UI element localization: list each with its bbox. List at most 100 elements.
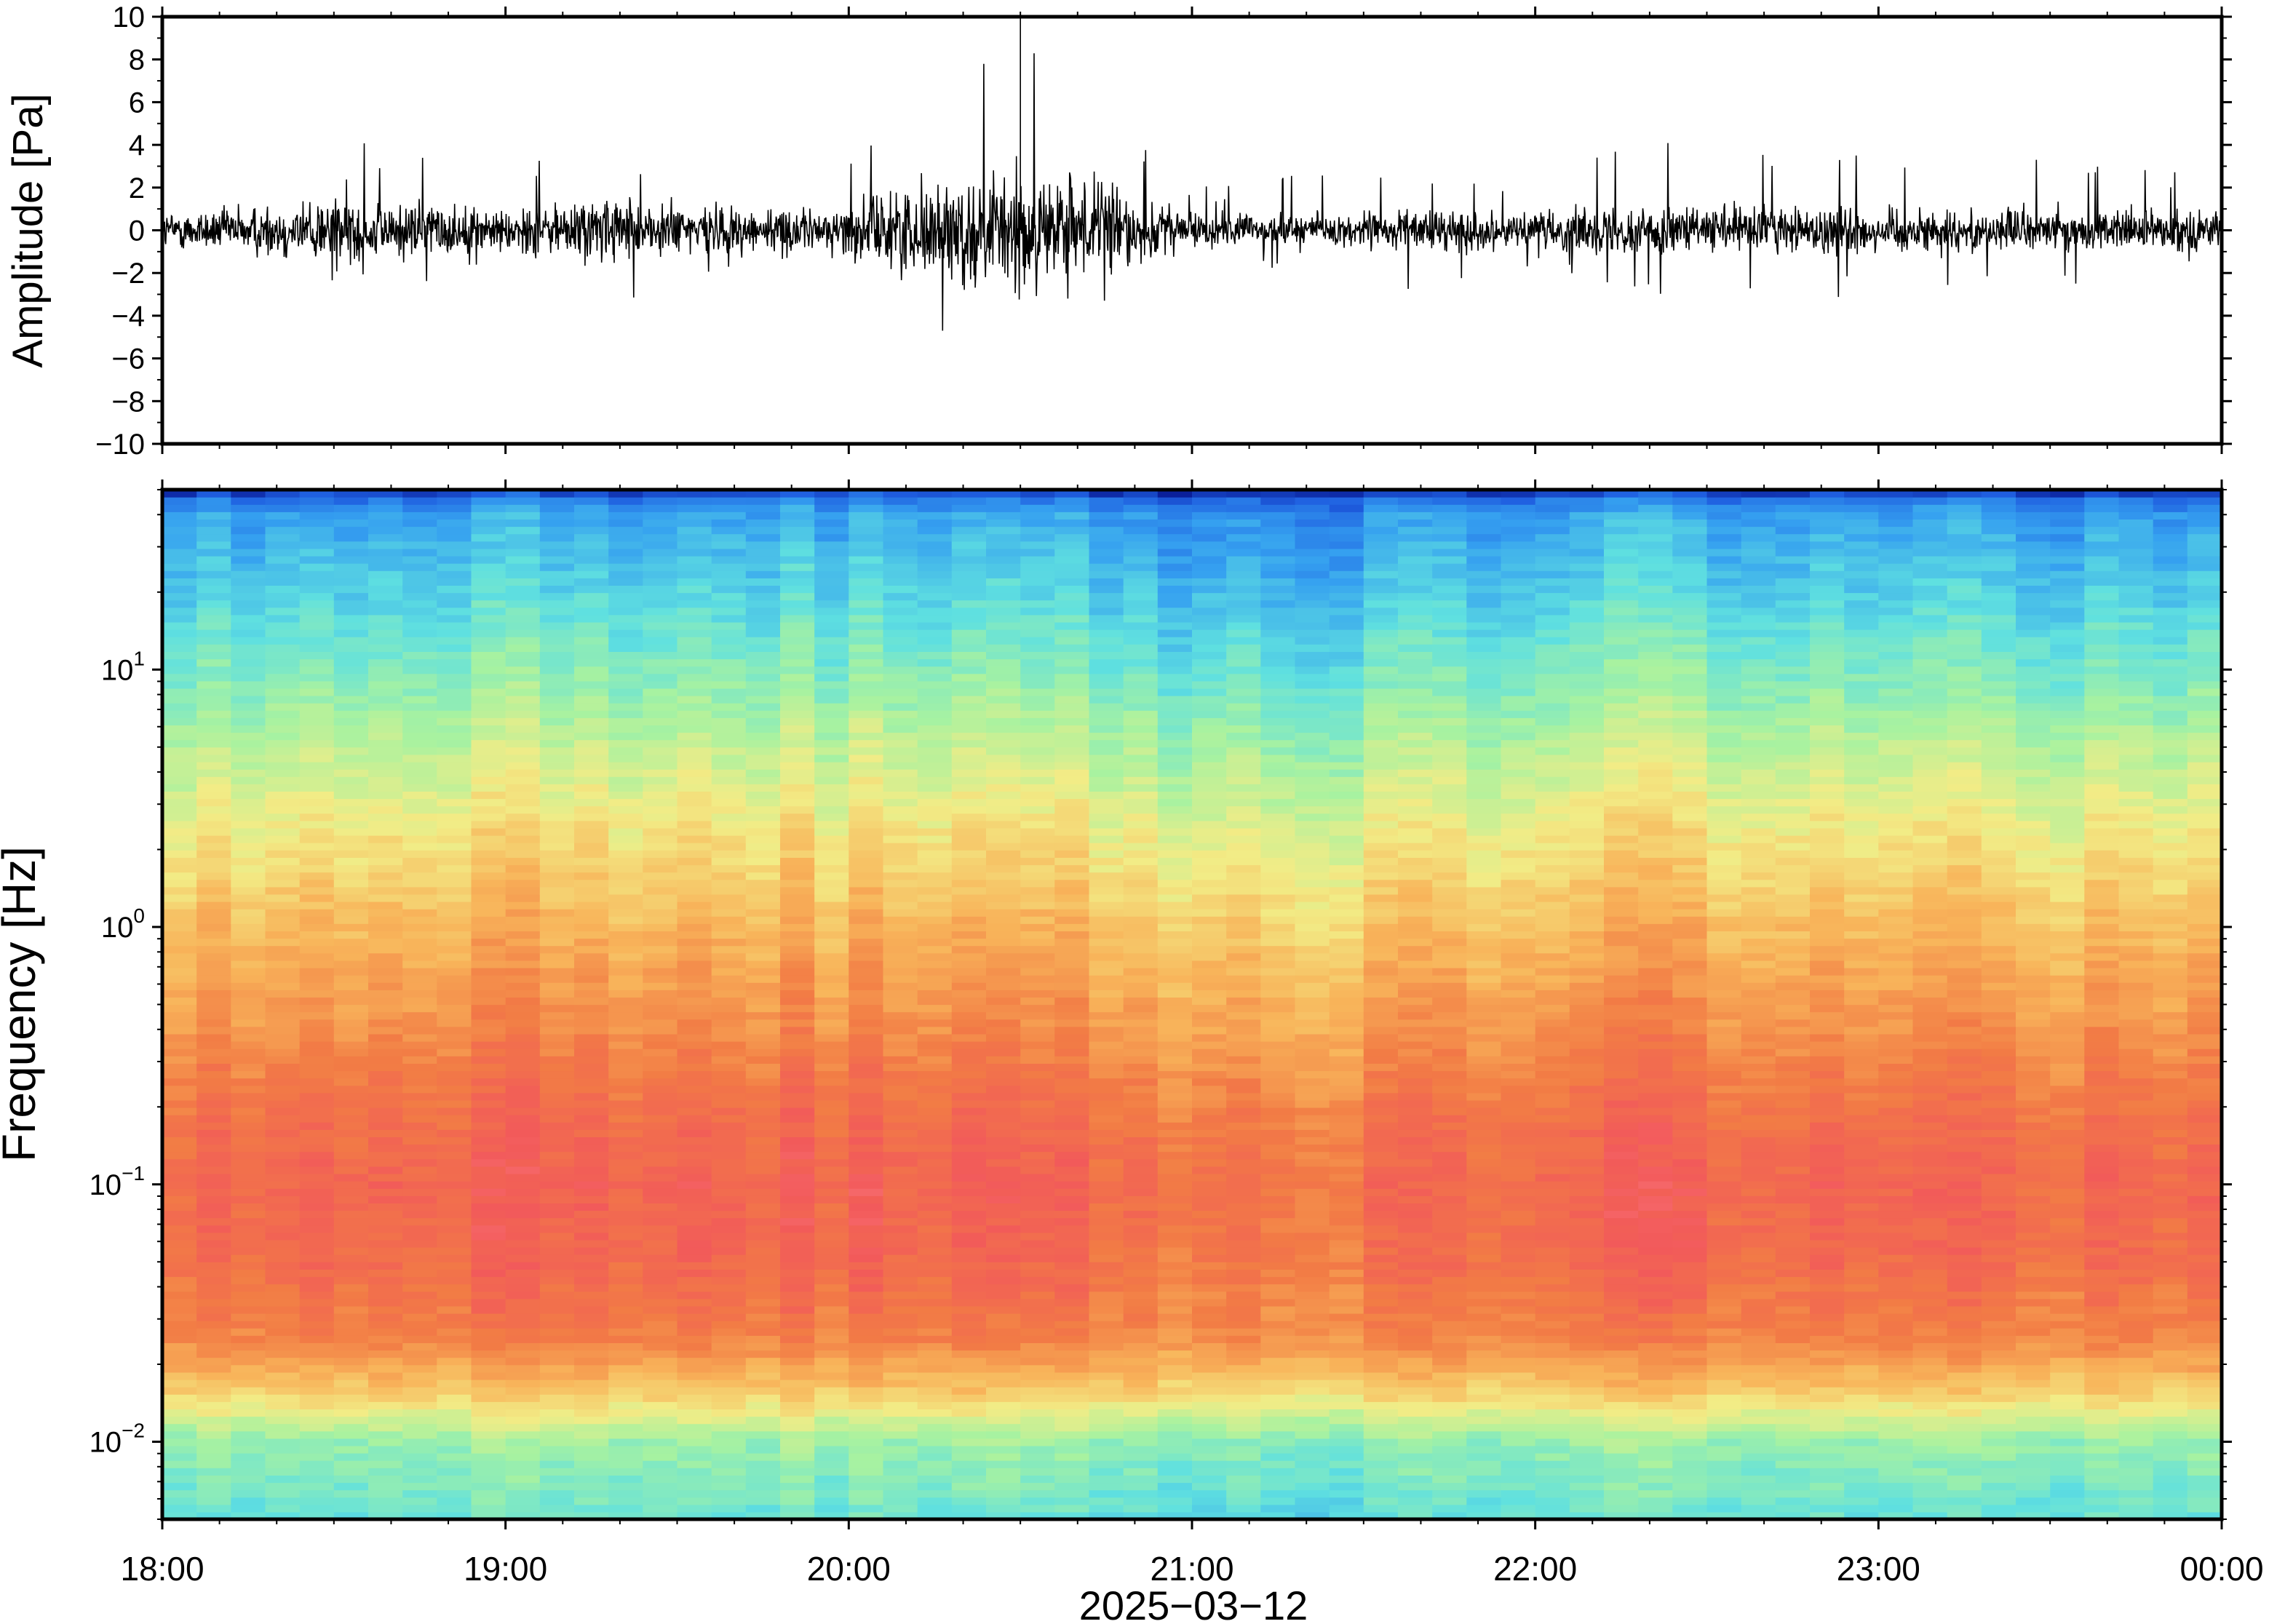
- spectrogram-cell: [539, 1151, 575, 1160]
- spectrogram-cell: [368, 1195, 403, 1203]
- spectrogram-cell: [1260, 739, 1296, 748]
- spectrogram-cell: [849, 1328, 884, 1336]
- spectrogram-cell: [883, 1225, 918, 1233]
- spectrogram-cell: [849, 820, 884, 829]
- spectrogram-cell: [196, 850, 231, 858]
- spectrogram-cell: [1192, 563, 1227, 571]
- spectrogram-cell: [1054, 1041, 1090, 1049]
- spectrogram-cell: [1363, 1321, 1399, 1329]
- spectrogram-cell: [505, 886, 541, 895]
- spectrogram-cell: [780, 585, 815, 594]
- spectrogram-cell: [402, 1137, 437, 1145]
- spectrogram-cell: [1089, 975, 1124, 983]
- spectrogram-cell: [402, 820, 437, 829]
- spectrogram-cell: [917, 1174, 953, 1182]
- spectrogram-cell: [471, 931, 506, 939]
- spectrogram-cell: [1329, 1210, 1364, 1219]
- spectrogram-cell: [814, 1137, 849, 1145]
- spectrogram-cell: [1123, 717, 1159, 725]
- spectrogram-cell: [1054, 1122, 1090, 1130]
- spectrogram-cell: [1329, 1453, 1364, 1461]
- spectrogram-cell: [1192, 658, 1227, 667]
- spectrogram-cell: [539, 864, 575, 873]
- spectrogram-cell: [196, 1430, 231, 1439]
- spectrogram-cell: [1054, 754, 1090, 763]
- spectrogram-cell: [608, 1019, 643, 1027]
- spectrogram-cell: [1260, 1460, 1296, 1468]
- spectrogram-cell: [231, 1364, 266, 1373]
- spectrogram-cell: [711, 1137, 747, 1145]
- spectrogram-cell: [1020, 688, 1055, 696]
- spectrogram-cell: [333, 1239, 369, 1248]
- spectrogram-cell: [196, 1372, 231, 1380]
- spectrogram-cell: [505, 1078, 541, 1086]
- spectrogram-cell: [883, 651, 918, 660]
- spectrogram-cell: [1089, 1144, 1124, 1153]
- spectrogram-cell: [1295, 512, 1330, 520]
- spectrogram-cell: [917, 791, 953, 800]
- spectrogram-cell: [368, 629, 403, 637]
- spectrogram-cell: [402, 1174, 437, 1182]
- spectrogram-cell: [471, 1453, 506, 1461]
- spectrogram-cell: [299, 747, 335, 755]
- spectrogram-cell: [951, 1416, 987, 1425]
- spectrogram-cell: [1054, 776, 1090, 784]
- spectrogram-cell: [1123, 769, 1159, 777]
- spectrogram-cell: [1260, 1357, 1296, 1366]
- spectrogram-cell: [539, 1511, 575, 1519]
- spectrogram-cell: [643, 1357, 678, 1366]
- spectrogram-cell: [1089, 762, 1124, 770]
- spectrogram-cell: [643, 651, 678, 660]
- spectrogram-cell: [231, 938, 266, 947]
- spectrogram-cell: [231, 710, 266, 718]
- spectrogram-cell: [1192, 1210, 1227, 1219]
- spectrogram-cell: [196, 644, 231, 652]
- spectrogram-cell: [402, 923, 437, 931]
- spectrogram-cell: [1020, 916, 1055, 924]
- spectrogram-cell: [1260, 1475, 1296, 1484]
- spectrogram-cell: [1123, 827, 1159, 836]
- spectrogram-cell: [196, 901, 231, 909]
- spectrogram-cell: [539, 1019, 575, 1027]
- spectrogram-cell: [437, 997, 472, 1006]
- spectrogram-cell: [196, 1276, 231, 1285]
- spectrogram-cell: [1329, 1026, 1364, 1035]
- spectrogram-cell: [1363, 1511, 1399, 1519]
- spectrogram-cell: [333, 1085, 369, 1094]
- spectrogram-cell: [402, 541, 437, 549]
- spectrogram-cell: [951, 1401, 987, 1409]
- spectrogram-cell: [162, 776, 197, 784]
- spectrogram-cell: [745, 1217, 781, 1226]
- spectrogram-cell: [608, 1078, 643, 1086]
- spectrogram-cell: [883, 975, 918, 983]
- spectrogram-cell: [437, 1504, 472, 1513]
- spectrogram-cell: [986, 1328, 1021, 1336]
- spectrogram-cell: [780, 1166, 815, 1174]
- spectrogram-cell: [437, 585, 472, 594]
- spectrogram-cell: [1226, 1239, 1261, 1248]
- spectrogram-cell: [299, 886, 335, 895]
- spectrogram-cell: [299, 1115, 335, 1123]
- spectrogram-cell: [539, 1011, 575, 1020]
- spectrogram-cell: [1192, 997, 1227, 1006]
- spectrogram-cell: [917, 938, 953, 947]
- spectrogram-cell: [780, 754, 815, 763]
- spectrogram-cell: [1192, 1298, 1227, 1307]
- spectrogram-cell: [1020, 1283, 1055, 1292]
- spectrogram-cell: [883, 820, 918, 829]
- spectrogram-cell: [745, 1151, 781, 1160]
- spectrogram-cell: [643, 1409, 678, 1417]
- spectrogram-cell: [849, 960, 884, 968]
- spectrogram-cell: [265, 864, 301, 873]
- spectrogram-cell: [574, 1151, 609, 1160]
- spectrogram-cell: [162, 1276, 197, 1285]
- spectrogram-cell: [608, 931, 643, 939]
- spectrogram-cell: [711, 1262, 747, 1270]
- spectrogram-cell: [1260, 1313, 1296, 1321]
- spectrogram-cell: [1020, 1239, 1055, 1248]
- spectrogram-cell: [333, 776, 369, 784]
- spectrogram-cell: [780, 805, 815, 814]
- spectrogram-cell: [299, 1078, 335, 1086]
- spectrogram-cell: [402, 1387, 437, 1395]
- spectrogram-cell: [1192, 526, 1227, 535]
